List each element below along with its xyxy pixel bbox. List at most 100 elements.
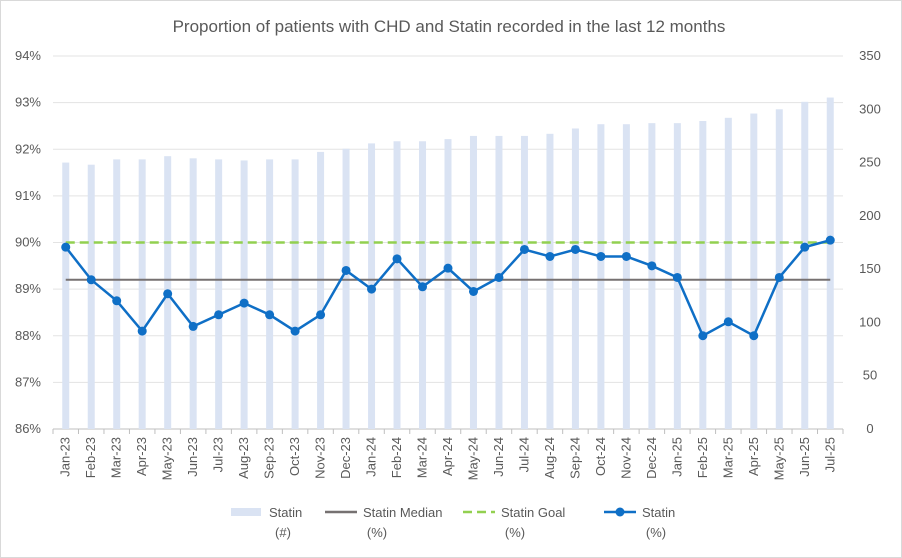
- data-point: [545, 251, 555, 261]
- bar: [648, 123, 656, 429]
- bar: [240, 160, 248, 429]
- data-point: [418, 282, 428, 292]
- right-tick-label: 350: [859, 48, 881, 63]
- left-tick-label: 89%: [15, 281, 41, 296]
- x-tick-label: May-25: [771, 437, 786, 480]
- data-point: [570, 244, 580, 254]
- left-tick-label: 90%: [15, 235, 41, 250]
- x-tick-label: Dec-24: [644, 437, 659, 479]
- right-tick-label: 250: [859, 155, 881, 170]
- bar: [775, 109, 783, 430]
- left-tick-label: 88%: [15, 328, 41, 343]
- x-tick-label: Jun-25: [797, 437, 812, 477]
- data-point: [800, 242, 810, 252]
- bar: [622, 124, 630, 429]
- data-point: [443, 263, 453, 273]
- bar: [444, 139, 452, 429]
- data-point: [698, 331, 708, 341]
- bar: [571, 128, 579, 429]
- bar: [597, 124, 605, 429]
- data-point: [749, 331, 759, 341]
- x-axis: Jan-23 Feb-23 Mar-23 Apr-23 May-23 Jun-23 Jul-…: [52, 429, 844, 480]
- data-point: [825, 235, 835, 245]
- x-tick-label: May-24: [465, 437, 480, 480]
- x-tick-label: Jan-23: [58, 437, 73, 477]
- bar: [724, 117, 732, 429]
- data-point: [519, 244, 529, 254]
- x-tick-label: Aug-23: [236, 437, 251, 479]
- data-point: [621, 251, 631, 261]
- bar: [266, 159, 274, 430]
- legend-unit: (%): [646, 525, 666, 540]
- bar: [62, 162, 70, 430]
- data-point: [672, 272, 682, 282]
- data-point: [774, 272, 784, 282]
- data-point: [112, 296, 122, 306]
- left-tick-label: 93%: [15, 95, 41, 110]
- bar-series: [62, 97, 834, 430]
- left-tick-label: 92%: [15, 141, 41, 156]
- x-tick-label: Jul-25: [822, 437, 837, 472]
- left-axis: 86% 87% 88% 89% 90% 91% 92% 93% 94%: [15, 48, 41, 436]
- x-tick-label: Aug-24: [542, 437, 557, 479]
- bar: [138, 159, 146, 430]
- x-tick-label: Jul-24: [516, 437, 531, 472]
- data-point: [137, 326, 147, 336]
- data-point: [290, 326, 300, 336]
- x-tick-label: Oct-23: [287, 437, 302, 476]
- x-tick-label: Mar-23: [109, 437, 124, 478]
- data-point: [86, 275, 96, 285]
- x-tick-label: May-23: [160, 437, 175, 480]
- bar: [113, 159, 121, 430]
- legend-label: Statin: [269, 505, 302, 520]
- data-point: [723, 317, 733, 327]
- x-tick-label: Jan-25: [669, 437, 684, 477]
- bar: [317, 151, 325, 429]
- data-point: [494, 272, 504, 282]
- bar: [520, 135, 528, 429]
- bar: [750, 113, 758, 429]
- left-tick-label: 86%: [15, 421, 41, 436]
- right-tick-label: 200: [859, 208, 881, 223]
- right-tick-label: 100: [859, 314, 881, 329]
- x-tick-label: Dec-23: [338, 437, 353, 479]
- data-point: [61, 242, 71, 252]
- data-point: [392, 254, 402, 264]
- x-tick-label: Apr-25: [746, 437, 761, 476]
- data-point: [367, 284, 377, 294]
- bar: [342, 148, 350, 429]
- right-tick-label: 300: [859, 101, 881, 116]
- legend-label: Statin Goal: [501, 505, 565, 520]
- bar: [495, 135, 503, 429]
- right-axis: 0 50 100 150 200 250 300 350: [859, 48, 881, 436]
- x-tick-label: Jan-24: [364, 437, 379, 477]
- legend-unit: (#): [275, 525, 291, 540]
- x-tick-label: Jun-23: [185, 437, 200, 477]
- legend-label: Statin Median: [363, 505, 443, 520]
- chart-title: Proportion of patients with CHD and Stat…: [173, 17, 726, 36]
- legend-unit: (%): [505, 525, 525, 540]
- bar: [87, 164, 95, 429]
- bar: [189, 158, 197, 429]
- right-tick-label: 0: [866, 421, 873, 436]
- x-tick-label: Mar-24: [415, 437, 430, 478]
- data-point: [468, 286, 478, 296]
- x-tick-label: Sep-23: [262, 437, 277, 479]
- x-tick-label: Feb-25: [695, 437, 710, 478]
- data-point: [265, 310, 275, 320]
- right-tick-label: 150: [859, 261, 881, 276]
- x-tick-label: Feb-24: [389, 437, 404, 478]
- data-point: [163, 289, 173, 299]
- bar: [393, 141, 401, 429]
- data-point: [239, 298, 249, 308]
- data-point: [596, 251, 606, 261]
- bar: [801, 101, 809, 429]
- bar: [826, 97, 834, 429]
- x-tick-label: Oct-24: [593, 437, 608, 476]
- x-tick-label: Jun-24: [491, 437, 506, 477]
- x-tick-label: Sep-24: [567, 437, 582, 479]
- x-tick-label: Apr-24: [440, 437, 455, 476]
- x-tick-label: Mar-25: [720, 437, 735, 478]
- x-tick-label: Apr-23: [134, 437, 149, 476]
